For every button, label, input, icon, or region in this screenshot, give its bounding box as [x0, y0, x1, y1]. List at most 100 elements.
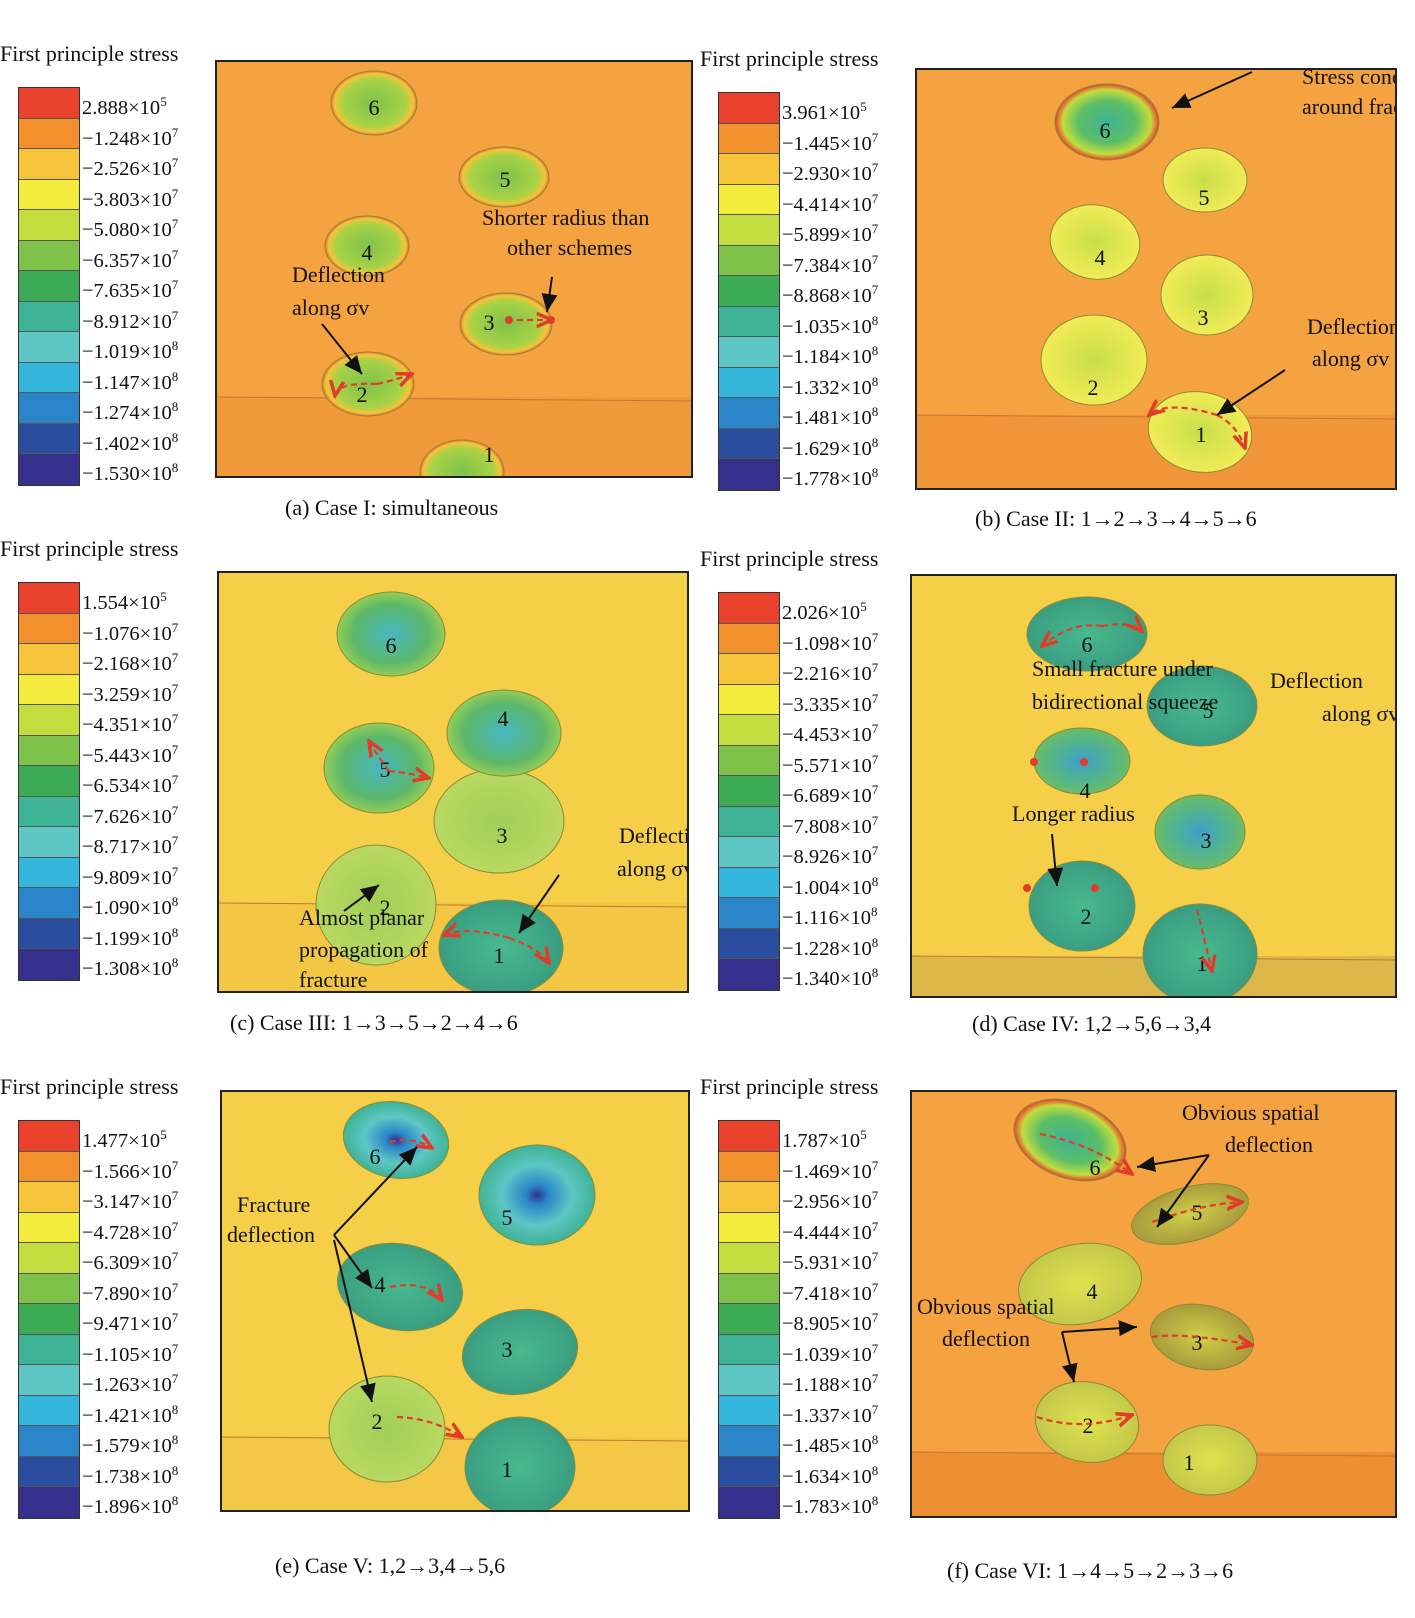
legend-tick-label: −1.481×108 — [782, 404, 879, 429]
fracture-number: 3 — [502, 1337, 513, 1362]
fracture-number: 2 — [372, 1409, 383, 1434]
legend-tick-label: −1.090×108 — [82, 894, 179, 919]
fracture-number: 4 — [498, 706, 509, 731]
color-swatch — [719, 1243, 779, 1274]
color-swatch — [719, 306, 779, 337]
annotation-arrow — [541, 276, 558, 313]
color-swatch — [719, 184, 779, 215]
radius-endpoint — [1023, 884, 1031, 892]
color-swatch — [19, 796, 79, 827]
color-swatch — [719, 684, 779, 715]
color-scale — [18, 87, 80, 486]
annotation-text: Shorter radius than — [482, 205, 649, 230]
color-scale — [18, 582, 80, 981]
color-swatch — [719, 654, 779, 685]
fracture-ellipse — [1160, 254, 1254, 336]
fracture-number: 1 — [1196, 422, 1207, 447]
legend-tick-label: −1.184×108 — [782, 343, 879, 368]
annotation-arrow — [518, 874, 560, 934]
annotation-text: around fracture tips — [1302, 94, 1395, 119]
color-swatch — [719, 367, 779, 398]
fracture-ellipse — [315, 844, 437, 966]
fracture-ellipse — [433, 768, 565, 874]
panel-caption: (f) Case VI: 1→4→5→2→3→6 — [947, 1558, 1234, 1583]
legend-tick-label: −1.248×107 — [82, 124, 179, 150]
color-swatch — [719, 715, 779, 746]
legend-tick-label: 1.477×105 — [82, 1127, 167, 1152]
deflection-arrow — [1039, 1132, 1132, 1174]
fracture-ellipse — [461, 1308, 579, 1396]
annotation-text: along σv — [292, 295, 369, 320]
annotation-text: Deflection — [619, 823, 687, 848]
legend-tick-label: −1.778×108 — [782, 465, 879, 490]
fracture-ellipse — [337, 1242, 463, 1332]
fracture-ellipse — [1040, 314, 1148, 406]
annotation-arrow — [333, 1239, 376, 1403]
deflection-arrow — [389, 1285, 442, 1300]
legend-tick-label: −6.309×107 — [82, 1249, 179, 1274]
annotation-text: Longer radius — [1012, 801, 1135, 826]
legend-tick-label: −3.335×107 — [782, 690, 879, 716]
color-scale — [18, 1120, 80, 1519]
legend-tick-label: 1.787×105 — [782, 1127, 867, 1152]
color-swatch — [719, 1426, 779, 1457]
fracture-number: 2 — [380, 895, 391, 920]
deflection-arrow — [389, 1140, 432, 1148]
annotation-text: Small fracture under — [1032, 656, 1213, 681]
fracture-number: 3 — [1192, 1330, 1203, 1355]
legend-tick-label: −5.443×107 — [82, 741, 179, 767]
legend-tick-label: 2.888×105 — [82, 94, 167, 119]
panel-f: First principle stress 1 2 3 4 5 6 Obvious spa… — [700, 1074, 1400, 1618]
color-swatch — [19, 1304, 79, 1335]
color-swatch — [19, 423, 79, 454]
radius-endpoint — [1080, 758, 1088, 766]
fracture-number: 4 — [1095, 245, 1106, 270]
color-swatch — [719, 1365, 779, 1396]
fracture-ellipse — [1146, 665, 1258, 747]
deflection-arrow — [335, 384, 378, 396]
legend-tick-label: −8.717×107 — [82, 833, 179, 858]
legend-tick-label: −1.738×108 — [82, 1462, 179, 1488]
fracture-number: 1 — [502, 1457, 513, 1482]
color-scale — [718, 592, 780, 991]
legend-title: First principle stress — [700, 46, 879, 71]
legend-tick-label: −5.080×107 — [82, 216, 179, 241]
legend-tick-label: −7.890×107 — [82, 1279, 179, 1305]
color-swatch — [19, 735, 79, 766]
panel-e: First principle stress 1 2 3 4 5 6 Fracture def… — [0, 1074, 700, 1618]
legend-tick-label: −3.803×107 — [82, 185, 179, 211]
legend-tick-label: −8.905×107 — [782, 1310, 879, 1335]
layer-boundary — [912, 1451, 1395, 1457]
legend-tick-label: −1.530×108 — [82, 460, 179, 485]
color-swatch — [19, 1121, 79, 1152]
legend-tick-label: −1.469×107 — [782, 1157, 879, 1183]
deflection-arrow — [1149, 408, 1218, 416]
legend-tick-label: −4.728×107 — [82, 1218, 179, 1244]
fracture-number: 5 — [1199, 185, 1210, 210]
color-swatch — [19, 1365, 79, 1396]
color-swatch — [19, 362, 79, 393]
legend-tick-label: −1.402×108 — [82, 429, 179, 455]
deflection-arrow — [1216, 414, 1245, 448]
fracture-number: 1 — [484, 442, 495, 467]
legend-tick-label: −6.357×107 — [82, 246, 179, 272]
panel-caption: (b) Case II: 1→2→3→4→5→6 — [975, 506, 1257, 531]
legend-tick-label: −1.228×108 — [782, 934, 879, 960]
color-swatch — [19, 1487, 79, 1518]
fracture-number: 3 — [484, 310, 495, 335]
panel-a: First principle stress 1 2 3 4 5 6 Deflection a… — [0, 41, 700, 585]
color-swatch — [19, 1212, 79, 1243]
fracture-ellipse — [464, 1416, 576, 1510]
radius-endpoint — [505, 316, 513, 324]
color-swatch — [719, 1334, 779, 1365]
fracture-number: 2 — [357, 382, 368, 407]
annotation-arrow — [1156, 1154, 1210, 1228]
legend-tick-label: −1.188×107 — [782, 1371, 879, 1396]
legend-tick-label: −3.259×107 — [82, 680, 179, 706]
legend-tick-label: 1.554×105 — [82, 589, 167, 614]
color-swatch — [19, 644, 79, 675]
legend-tick-label: −1.421×108 — [82, 1401, 179, 1427]
annotation-arrow — [1171, 71, 1253, 109]
annotation-text: deflection — [1225, 1132, 1313, 1157]
legend-tick-label: −1.098×107 — [782, 629, 879, 655]
